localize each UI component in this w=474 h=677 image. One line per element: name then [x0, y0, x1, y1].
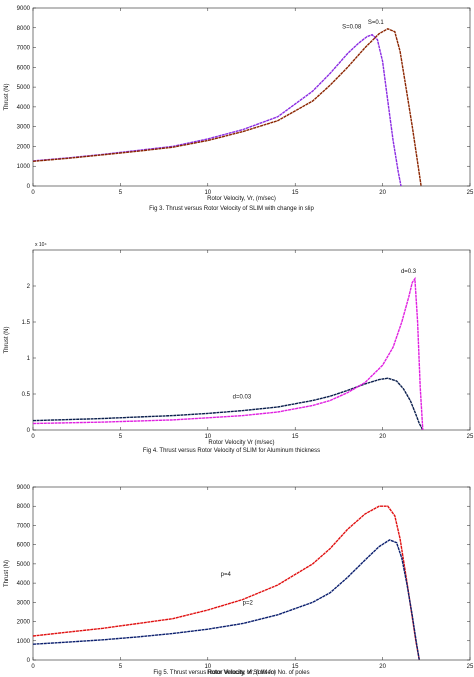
x-tick-label: 20 [379, 664, 386, 670]
x-tick-label: 10 [204, 190, 211, 196]
y-tick-label: 0.5 [22, 392, 31, 398]
series-annotation: d=0.03 [233, 394, 252, 400]
y-tick-label: 7000 [17, 46, 31, 52]
y-tick-label: 0 [27, 184, 31, 190]
x-tick-label: 15 [292, 190, 299, 196]
y-tick-label: 9000 [17, 6, 31, 12]
x-tick-label: 20 [379, 190, 386, 196]
y-tick-label: 1 [27, 356, 31, 362]
x-tick-label: 25 [467, 190, 474, 196]
series-annotation: p=4 [221, 572, 232, 578]
series-line-2 [32, 539, 420, 661]
y-tick-label: 2000 [17, 620, 31, 626]
y-axis-label: Thrust (N) [4, 326, 10, 353]
y-tick-label: 3000 [17, 125, 31, 131]
x-tick-label: 10 [204, 664, 211, 670]
y-multiplier: x 10⁴ [35, 242, 47, 248]
y-axis-label: Thrust (N) [4, 560, 10, 587]
x-tick-label: 15 [292, 664, 299, 670]
y-tick-label: 6000 [17, 543, 31, 549]
x-tick-label: 0 [31, 664, 35, 670]
figure-caption: Fig 5. Thrust versus Rotor Velocity of S… [153, 670, 309, 676]
series-line-2 [32, 276, 424, 431]
y-tick-label: 7000 [17, 523, 31, 529]
x-tick-label: 25 [467, 664, 474, 670]
x-tick-label: 20 [379, 434, 386, 440]
y-tick-label: 2000 [17, 144, 31, 150]
axes-frame [32, 7, 471, 187]
y-tick-label: 4000 [17, 581, 31, 587]
y-tick-label: 5000 [17, 562, 31, 568]
x-tick-label: 5 [119, 664, 123, 670]
y-tick-label: 3000 [17, 600, 31, 606]
series-annotation: p=2 [243, 600, 254, 606]
chart-fig5: 0 5 10 15 20 25 0 1000 2000 3000 4000 5000 6000 7000 8… [4, 485, 474, 676]
series-line-2 [32, 28, 422, 187]
y-tick-label: 6000 [17, 65, 31, 71]
y-tick-label: 9000 [17, 485, 31, 491]
chart-fig4: 0 5 10 15 20 25 0 0.5 1 1.5 2 x 10⁴ Rotor Velocity V… [4, 242, 474, 454]
y-tick-label: 8000 [17, 504, 31, 510]
series-annotation: S=0.1 [368, 20, 385, 26]
x-axis-label: Rotor Velocity Vr (m/sec) [208, 440, 274, 446]
y-tick-label: 4000 [17, 105, 31, 111]
chart-fig3: 0 5 10 15 20 25 0 1000 2000 3000 4000 5000 6000 7000 8… [4, 6, 474, 212]
series-line-1 [32, 33, 402, 187]
x-tick-label: 0 [31, 190, 35, 196]
figure-caption: Fig 3. Thrust versus Rotor Velocity of S… [149, 206, 314, 212]
series-annotation: d=0.3 [401, 269, 417, 275]
y-tick-label: 1000 [17, 639, 31, 645]
y-tick-label: 5000 [17, 85, 31, 91]
x-tick-label: 25 [467, 434, 474, 440]
y-axis-label: Thrust (N) [4, 83, 10, 110]
x-axis-label: Rotor Velocity, Vr, (m/sec) [207, 670, 276, 676]
x-tick-label: 0 [31, 434, 35, 440]
x-axis-label: Rotor Velocity, Vr, (m/sec) [207, 196, 276, 202]
series-annotation: S=0.08 [342, 25, 362, 31]
axes-frame [32, 249, 471, 431]
y-tick-label: 2 [27, 284, 31, 290]
y-tick-label: 8000 [17, 26, 31, 32]
series-line-1 [32, 377, 424, 431]
series-line-1 [32, 505, 420, 661]
y-tick-label: 0 [27, 428, 31, 434]
y-tick-label: 1.5 [22, 320, 31, 326]
x-tick-label: 15 [292, 434, 299, 440]
x-tick-label: 10 [204, 434, 211, 440]
x-tick-label: 5 [119, 434, 123, 440]
y-tick-label: 1000 [17, 164, 31, 170]
figure-caption: Fig 4. Thrust versus Rotor Velocity of S… [143, 448, 320, 454]
x-tick-label: 5 [119, 190, 123, 196]
axes-frame [32, 486, 471, 661]
y-tick-label: 0 [27, 658, 31, 664]
